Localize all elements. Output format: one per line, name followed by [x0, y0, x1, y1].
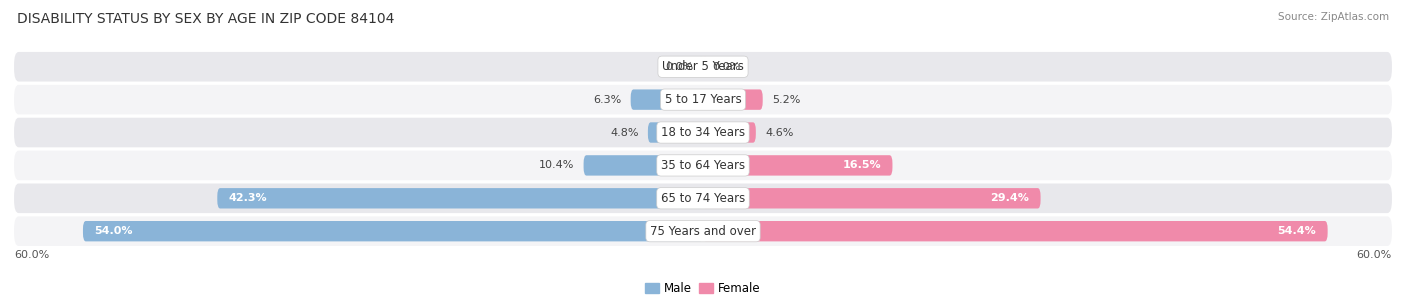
Text: 29.4%: 29.4%	[990, 193, 1029, 203]
FancyBboxPatch shape	[14, 216, 1392, 246]
FancyBboxPatch shape	[703, 155, 893, 176]
Text: 60.0%: 60.0%	[14, 250, 49, 260]
FancyBboxPatch shape	[703, 57, 706, 77]
Text: 4.6%: 4.6%	[765, 127, 793, 137]
FancyBboxPatch shape	[14, 85, 1392, 114]
Text: DISABILITY STATUS BY SEX BY AGE IN ZIP CODE 84104: DISABILITY STATUS BY SEX BY AGE IN ZIP C…	[17, 12, 394, 26]
FancyBboxPatch shape	[83, 221, 703, 241]
Text: 0.0%: 0.0%	[665, 62, 693, 72]
Text: 35 to 64 Years: 35 to 64 Years	[661, 159, 745, 172]
Text: 75 Years and over: 75 Years and over	[650, 225, 756, 238]
Text: 54.0%: 54.0%	[94, 226, 134, 236]
FancyBboxPatch shape	[703, 188, 1040, 209]
Text: 42.3%: 42.3%	[229, 193, 267, 203]
Text: 5 to 17 Years: 5 to 17 Years	[665, 93, 741, 106]
FancyBboxPatch shape	[14, 118, 1392, 147]
Text: 0.0%: 0.0%	[713, 62, 741, 72]
FancyBboxPatch shape	[703, 221, 1327, 241]
FancyBboxPatch shape	[14, 184, 1392, 213]
FancyBboxPatch shape	[583, 155, 703, 176]
FancyBboxPatch shape	[703, 122, 756, 143]
FancyBboxPatch shape	[648, 122, 703, 143]
Text: Source: ZipAtlas.com: Source: ZipAtlas.com	[1278, 12, 1389, 22]
Text: 18 to 34 Years: 18 to 34 Years	[661, 126, 745, 139]
FancyBboxPatch shape	[703, 89, 762, 110]
Text: 65 to 74 Years: 65 to 74 Years	[661, 192, 745, 205]
Text: 6.3%: 6.3%	[593, 95, 621, 105]
Text: 10.4%: 10.4%	[538, 161, 575, 171]
FancyBboxPatch shape	[700, 57, 703, 77]
FancyBboxPatch shape	[631, 89, 703, 110]
Text: Under 5 Years: Under 5 Years	[662, 60, 744, 73]
Legend: Male, Female: Male, Female	[641, 277, 765, 299]
Text: 54.4%: 54.4%	[1278, 226, 1316, 236]
Text: 60.0%: 60.0%	[1357, 250, 1392, 260]
FancyBboxPatch shape	[14, 150, 1392, 180]
Text: 16.5%: 16.5%	[842, 161, 882, 171]
FancyBboxPatch shape	[218, 188, 703, 209]
Text: 5.2%: 5.2%	[772, 95, 800, 105]
Text: 4.8%: 4.8%	[610, 127, 638, 137]
FancyBboxPatch shape	[14, 52, 1392, 81]
